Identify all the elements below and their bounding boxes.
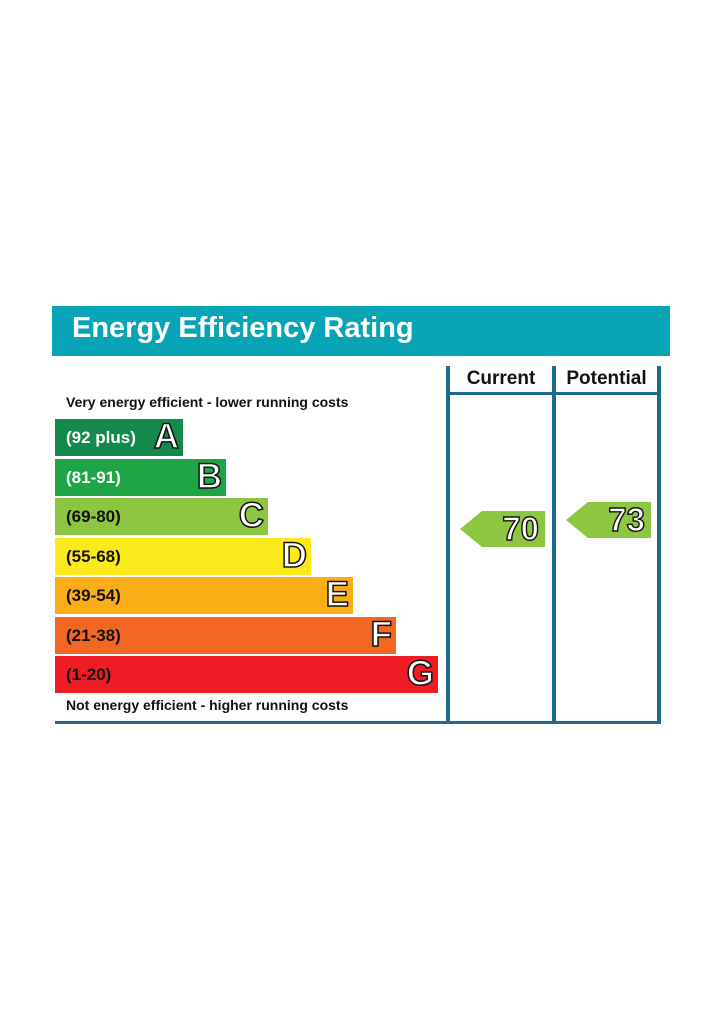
divider-middle — [552, 366, 556, 724]
current-pointer-shape — [460, 511, 545, 547]
band-a-letter: A — [153, 416, 180, 457]
potential-pointer-shape — [566, 502, 651, 538]
band-c-range: (69-80) — [66, 507, 121, 526]
current-rating-value: 70 — [502, 509, 540, 547]
band-b: (81-91) B — [55, 456, 226, 497]
band-a: (92 plus) A — [55, 416, 183, 457]
potential-column-header: Potential — [566, 368, 647, 389]
band-a-range: (92 plus) — [66, 428, 136, 447]
current-column-header: Current — [466, 368, 536, 389]
band-d: (55-68) D — [55, 535, 311, 576]
potential-rating-arrow: 73 — [566, 500, 651, 539]
band-g: (1-20) G — [55, 653, 438, 694]
chart-title: Energy Efficiency Rating — [72, 312, 414, 344]
chart-bottom-rule — [55, 721, 661, 724]
band-e: (39-54) E — [55, 574, 353, 615]
band-f: (21-38) F — [55, 614, 396, 655]
band-g-range: (1-20) — [66, 665, 112, 684]
band-f-letter: F — [370, 614, 393, 655]
band-e-range: (39-54) — [66, 586, 121, 605]
rating-header: Energy Efficiency Rating — [52, 306, 670, 356]
band-c: (69-80) C — [55, 495, 268, 536]
bottom-caption: Not energy efficient - higher running co… — [66, 697, 349, 713]
divider-right — [657, 366, 661, 724]
column-header-rule — [446, 392, 661, 395]
band-d-letter: D — [281, 535, 308, 576]
band-c-letter: C — [238, 495, 265, 536]
potential-rating-value: 73 — [608, 500, 646, 538]
band-g-letter: G — [406, 653, 435, 694]
current-rating-arrow: 70 — [460, 509, 545, 548]
band-f-range: (21-38) — [66, 626, 121, 645]
band-b-range: (81-91) — [66, 468, 121, 487]
band-e-letter: E — [325, 574, 350, 615]
band-b-letter: B — [196, 456, 223, 497]
band-d-range: (55-68) — [66, 547, 121, 566]
top-caption: Very energy efficient - lower running co… — [66, 394, 349, 410]
divider-left — [446, 366, 450, 724]
